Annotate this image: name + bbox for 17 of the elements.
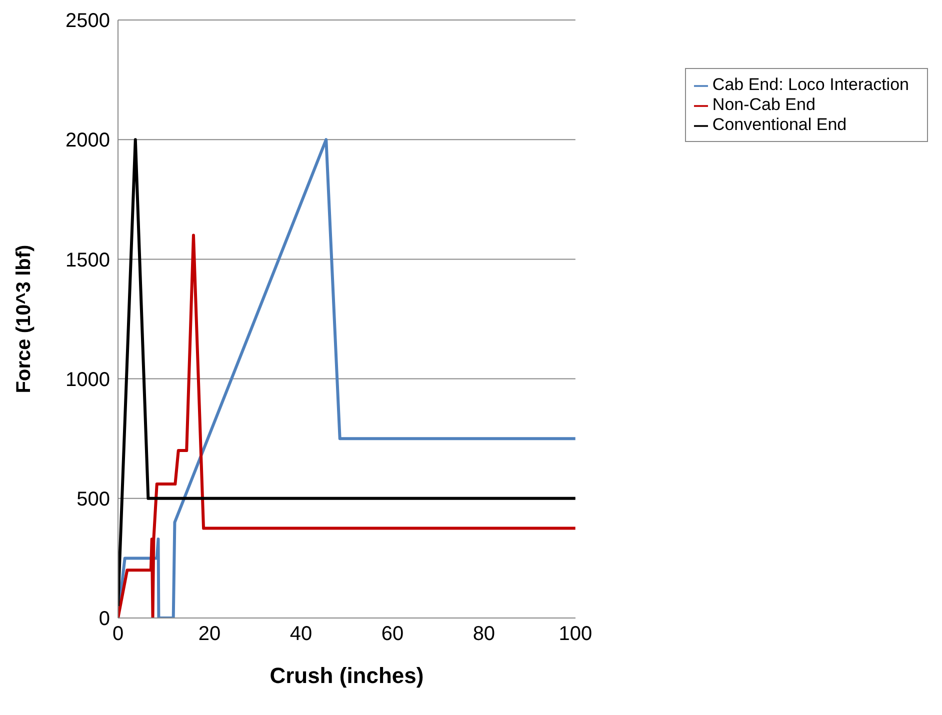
- x-tick-label: 80: [472, 623, 496, 646]
- legend-label: Conventional End: [712, 115, 847, 134]
- x-tick-label: 20: [198, 623, 221, 646]
- y-tick-label: 2000: [66, 130, 110, 152]
- y-tick-label: 1000: [66, 368, 110, 391]
- y-tick-label: 500: [76, 488, 110, 510]
- x-tick-label: 100: [558, 623, 592, 646]
- x-tick-label: 40: [290, 623, 312, 646]
- y-tick-label: 2500: [66, 10, 110, 32]
- legend-label: Cab End: Loco Interaction: [712, 75, 909, 94]
- x-tick-label: 60: [381, 623, 404, 646]
- x-tick-label: 0: [112, 623, 124, 646]
- y-tick-label: 1500: [66, 249, 110, 272]
- legend-label: Non-Cab End: [712, 95, 816, 114]
- y-tick-label: 0: [98, 608, 110, 630]
- x-axis-title: Crush (inches): [270, 663, 424, 688]
- y-axis-title: Force (10^3 lbf): [13, 244, 36, 394]
